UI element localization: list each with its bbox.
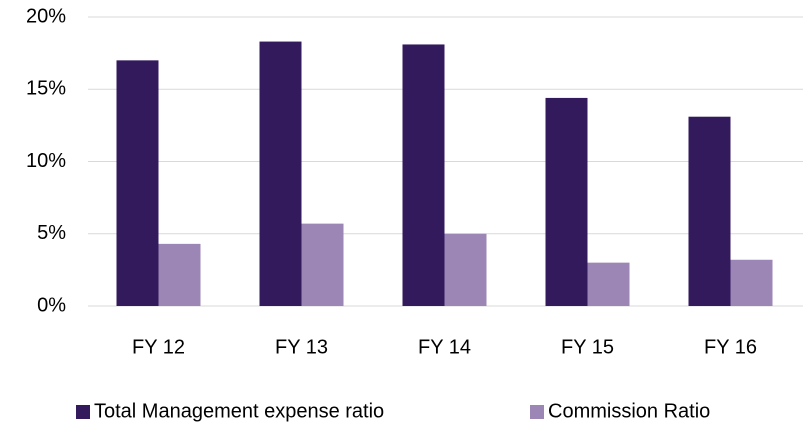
y-tick-label: 0% [37,294,66,316]
x-tick-label: FY 14 [418,336,471,358]
bar [301,223,344,306]
legend-swatch [76,405,90,419]
y-tick-label: 15% [26,78,66,100]
bar [730,259,773,306]
x-tick-label: FY 12 [132,336,185,358]
bar [444,233,487,306]
bar [259,41,302,306]
bar [158,243,201,306]
x-tick-label: FY 13 [275,336,328,358]
bar [688,116,731,306]
bar [587,262,630,306]
legend-label: Commission Ratio [548,400,710,422]
bar [545,97,588,306]
legend-label: Total Management expense ratio [94,400,384,422]
legend-swatch [530,405,544,419]
bar [116,60,159,306]
y-tick-label: 10% [26,150,66,172]
x-tick-label: FY 16 [704,336,757,358]
x-tick-label: FY 15 [561,336,614,358]
bar [402,44,445,307]
y-tick-label: 20% [26,5,66,27]
y-tick-label: 5% [37,222,66,244]
